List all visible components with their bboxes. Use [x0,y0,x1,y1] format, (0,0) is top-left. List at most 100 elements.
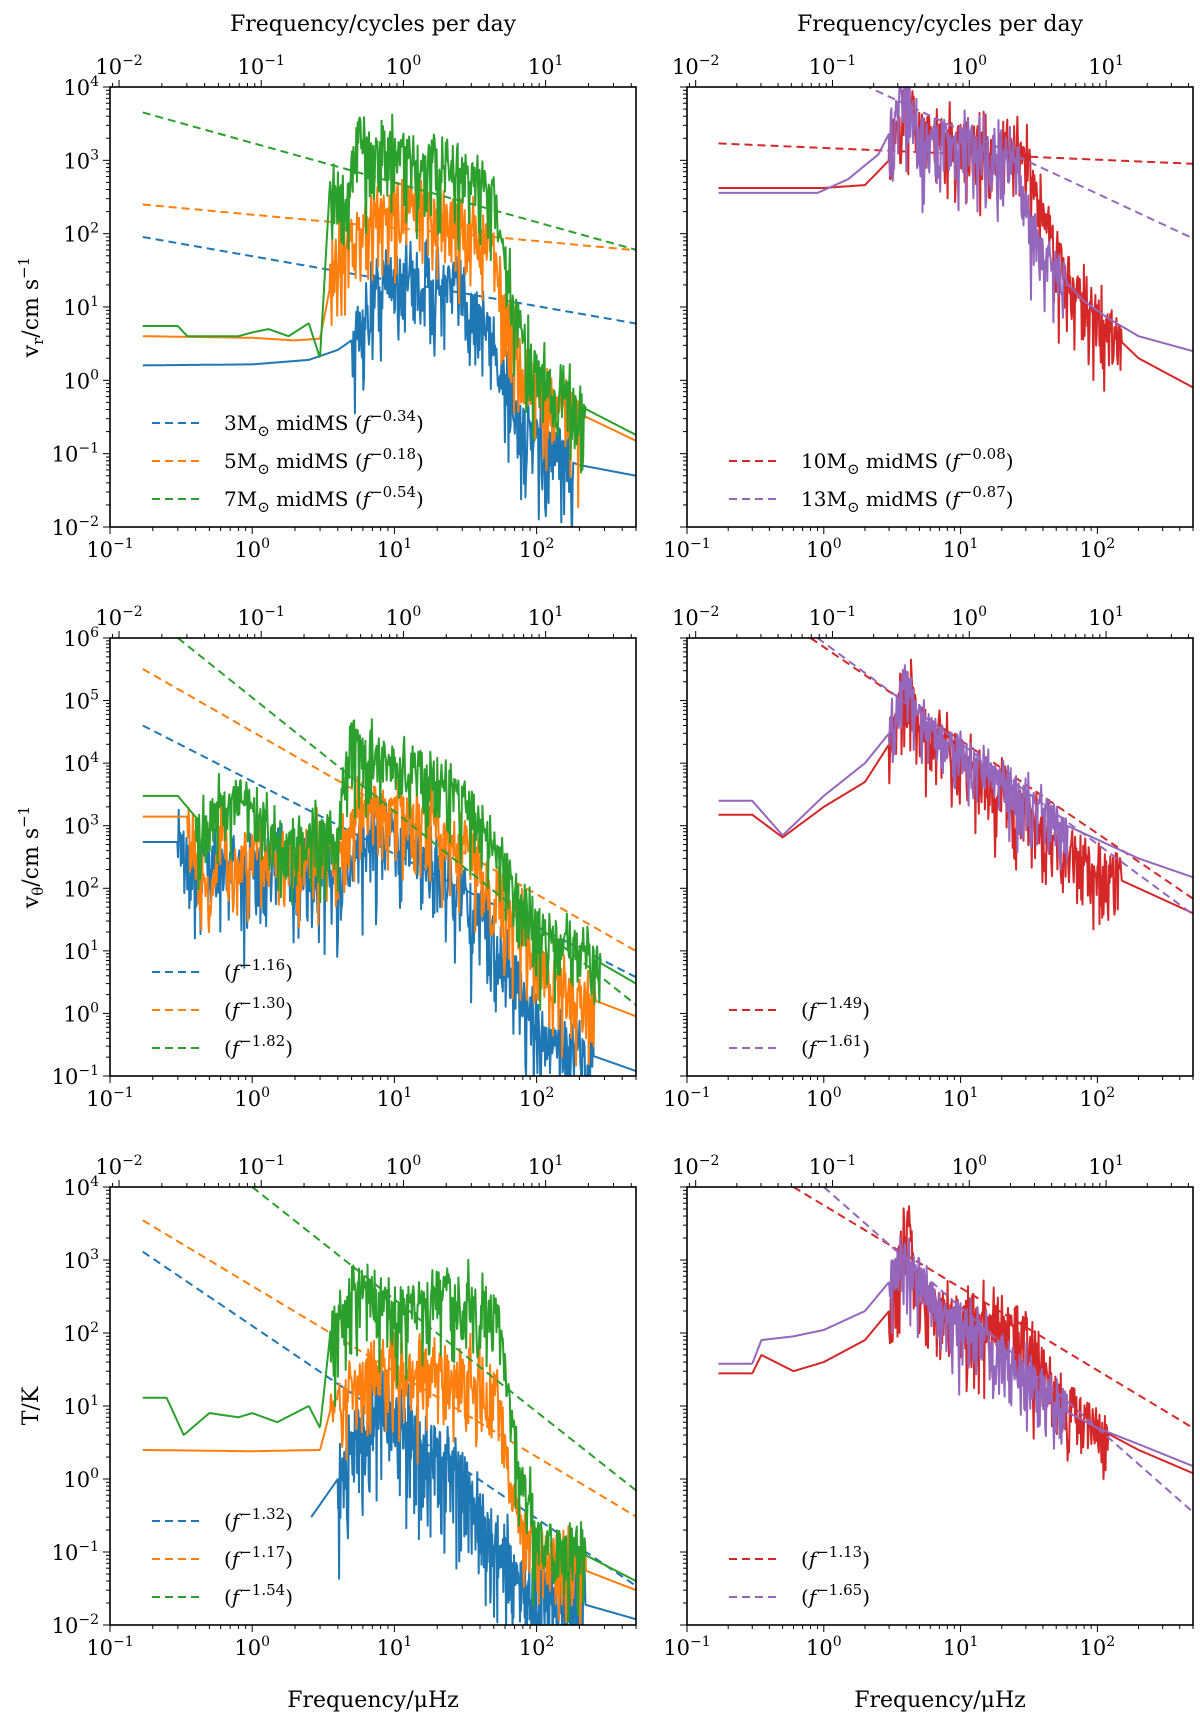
x-tick-label: 100 [806,1085,842,1111]
legend-label-10M: (f−1.49) [801,994,870,1022]
x-tick-label: 100 [234,1634,270,1660]
y-tick-label: 10−1 [52,1063,99,1089]
y-tick-label: 101 [63,294,99,320]
fit-line-7M [251,1187,636,1492]
fit-line-13M [866,87,1193,240]
y-tick-label: 100 [63,1466,99,1492]
x-tick-label: 101 [377,1085,413,1111]
top-x-tick-label: 10−1 [238,53,285,79]
spectrum-line-13M [718,1236,1193,1468]
x-tick-label: 101 [943,536,979,562]
panel-T-right: 10−1 100 101 102 10−2 10−1 100 101 Frequency/μHz… [663,1153,1194,1713]
y-tick-label: 105 [63,688,99,714]
y-tick-label: 103 [63,147,99,173]
y-tick-label: 10−2 [52,514,99,540]
spectrum-line-7M [142,113,636,474]
x-tick-label: 101 [377,536,413,562]
top-x-tick-label: 10−2 [95,604,142,630]
legend-label-3M: 3M⊙ midMS (f−0.34) [224,407,424,440]
fit-line-3M [142,1250,636,1587]
y-axis-label: vr/cm s−1 [15,257,47,359]
spectrum-line-3M [310,1370,636,1625]
top-x-tick-label: 100 [951,1153,987,1179]
y-tick-label: 103 [63,1247,99,1273]
x-tick-label: 101 [377,1634,413,1660]
top-axis-label: Frequency/cycles per day [797,12,1084,37]
legend-label-13M: (f−1.61) [801,1032,870,1060]
y-tick-label: 104 [63,750,99,776]
y-axis-label: T/K [19,1386,44,1425]
y-tick-label: 101 [63,1393,99,1419]
fit-line-5M [142,203,636,252]
plot-area [142,1187,636,1625]
top-axis-label: Frequency/cycles per day [230,12,517,37]
plot-area [718,87,1193,392]
fit-line-3M [142,236,636,325]
x-tick-label: 102 [1080,1085,1116,1111]
plot-area [142,111,636,527]
top-x-tick-label: 101 [528,604,564,630]
top-x-tick-label: 100 [386,604,422,630]
top-x-tick-label: 101 [528,53,564,79]
legend-label-5M: (f−1.17) [224,1543,293,1571]
y-tick-label: 100 [63,1000,99,1026]
x-tick-label: 100 [234,1085,270,1111]
spectrum-line-13M [718,664,1193,879]
y-tick-label: 10−1 [52,1539,99,1565]
top-x-tick-label: 101 [1088,1153,1124,1179]
fit-line-5M [142,668,636,952]
legend-label-7M: 7M⊙ midMS (f−0.54) [224,483,424,516]
top-x-tick-label: 10−2 [672,1153,719,1179]
legend-label-13M: (f−1.65) [801,1581,870,1609]
top-x-tick-label: 100 [951,604,987,630]
x-tick-label: 101 [943,1634,979,1660]
x-tick-label: 101 [943,1085,979,1111]
x-tick-label: 102 [519,536,555,562]
fit-line-7M [177,638,636,1006]
spectrum-line-13M [718,87,1193,353]
legend-label-7M: (f−1.82) [224,1032,293,1060]
legend-label-5M: (f−1.30) [224,994,293,1022]
legend-label-13M: 13M⊙ midMS (f−0.87) [801,483,1014,516]
top-x-tick-label: 10−1 [238,1153,285,1179]
top-x-tick-label: 10−2 [672,604,719,630]
spectrum-line-10M [718,87,1193,392]
x-tick-label: 102 [1080,536,1116,562]
x-axis-label: Frequency/μHz [287,1688,458,1713]
top-x-tick-label: 10−1 [809,604,856,630]
top-x-tick-label: 100 [386,53,422,79]
x-tick-label: 100 [234,536,270,562]
plot-area [718,638,1193,931]
y-tick-label: 104 [63,1174,99,1200]
y-tick-label: 104 [63,74,99,100]
spectrum-line-5M [142,171,636,509]
legend-label-7M: (f−1.54) [224,1581,293,1609]
fit-line-5M [142,1219,636,1518]
panel-vtheta-right: 10−1 100 101 102 10−2 10−1 100 101 (f−1.49) (f−1.… [663,604,1194,1111]
y-tick-label: 106 [63,625,99,651]
legend-label-5M: 5M⊙ midMS (f−0.18) [224,445,424,478]
top-x-tick-label: 10−2 [95,1153,142,1179]
top-x-tick-label: 10−1 [809,1153,856,1179]
spectrum-line-10M [718,658,1193,931]
x-tick-label: 100 [806,1634,842,1660]
x-tick-label: 10−1 [86,536,133,562]
y-tick-label: 101 [63,938,99,964]
x-tick-label: 10−1 [663,1634,710,1660]
x-tick-label: 10−1 [86,1634,133,1660]
top-x-tick-label: 10−2 [672,53,719,79]
y-tick-label: 10−2 [52,1612,99,1638]
x-tick-label: 10−1 [86,1085,133,1111]
x-tick-label: 100 [806,536,842,562]
y-axis-label: vθ/cm s−1 [15,806,47,909]
x-tick-label: 10−1 [663,536,710,562]
top-x-tick-label: 101 [1088,53,1124,79]
top-x-tick-label: 100 [386,1153,422,1179]
y-tick-label: 102 [63,221,99,247]
top-x-tick-label: 101 [1088,604,1124,630]
legend-label-3M: (f−1.16) [224,956,293,984]
